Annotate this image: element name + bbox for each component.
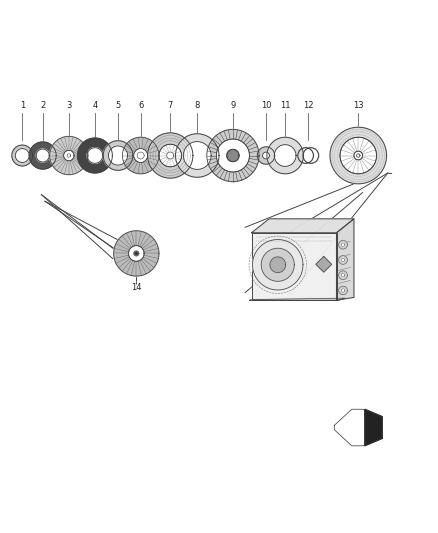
Polygon shape bbox=[339, 240, 347, 249]
Circle shape bbox=[134, 252, 138, 255]
Polygon shape bbox=[36, 149, 49, 162]
Text: 2: 2 bbox=[40, 101, 46, 110]
Polygon shape bbox=[109, 146, 127, 165]
Polygon shape bbox=[341, 243, 345, 246]
Polygon shape bbox=[261, 248, 294, 281]
Text: 1: 1 bbox=[20, 101, 25, 110]
Polygon shape bbox=[365, 409, 382, 446]
Circle shape bbox=[89, 149, 101, 161]
Polygon shape bbox=[216, 139, 250, 172]
Polygon shape bbox=[122, 137, 159, 174]
Polygon shape bbox=[207, 130, 259, 182]
Polygon shape bbox=[250, 298, 345, 300]
Polygon shape bbox=[252, 233, 336, 300]
Polygon shape bbox=[257, 147, 275, 164]
Polygon shape bbox=[159, 144, 182, 167]
Polygon shape bbox=[341, 289, 345, 292]
Polygon shape bbox=[274, 144, 296, 166]
Polygon shape bbox=[64, 150, 74, 161]
Polygon shape bbox=[216, 139, 250, 172]
Polygon shape bbox=[316, 256, 332, 272]
Polygon shape bbox=[15, 149, 29, 163]
Polygon shape bbox=[176, 134, 219, 177]
Polygon shape bbox=[339, 271, 347, 279]
Polygon shape bbox=[128, 246, 144, 261]
Polygon shape bbox=[341, 258, 345, 262]
Polygon shape bbox=[252, 219, 354, 233]
Polygon shape bbox=[167, 152, 174, 159]
Polygon shape bbox=[267, 137, 304, 174]
Polygon shape bbox=[340, 137, 377, 174]
Polygon shape bbox=[354, 151, 363, 160]
Text: 3: 3 bbox=[66, 101, 71, 110]
Polygon shape bbox=[134, 251, 139, 256]
Polygon shape bbox=[341, 273, 345, 277]
Polygon shape bbox=[87, 148, 103, 163]
Polygon shape bbox=[330, 127, 387, 184]
Polygon shape bbox=[354, 151, 363, 160]
Polygon shape bbox=[159, 144, 182, 167]
Text: 14: 14 bbox=[131, 283, 141, 292]
Polygon shape bbox=[148, 133, 193, 178]
Polygon shape bbox=[270, 257, 286, 272]
Polygon shape bbox=[128, 246, 144, 261]
Polygon shape bbox=[64, 150, 74, 161]
Polygon shape bbox=[134, 149, 148, 163]
Polygon shape bbox=[184, 142, 211, 169]
Text: 4: 4 bbox=[92, 101, 98, 110]
Polygon shape bbox=[227, 149, 239, 161]
Text: 9: 9 bbox=[230, 101, 236, 110]
Polygon shape bbox=[137, 152, 144, 159]
Polygon shape bbox=[103, 141, 133, 171]
Polygon shape bbox=[340, 137, 377, 174]
Polygon shape bbox=[78, 138, 113, 173]
Polygon shape bbox=[29, 142, 56, 169]
Polygon shape bbox=[67, 154, 71, 157]
Polygon shape bbox=[339, 286, 347, 295]
Polygon shape bbox=[262, 152, 269, 159]
Polygon shape bbox=[49, 136, 88, 175]
Polygon shape bbox=[253, 239, 303, 290]
Text: 8: 8 bbox=[194, 101, 200, 110]
Polygon shape bbox=[357, 154, 360, 157]
Polygon shape bbox=[227, 149, 239, 161]
Text: 13: 13 bbox=[353, 101, 364, 110]
Text: 7: 7 bbox=[168, 101, 173, 110]
Text: 12: 12 bbox=[303, 101, 314, 110]
Text: 5: 5 bbox=[115, 101, 120, 110]
Text: 6: 6 bbox=[138, 101, 143, 110]
Polygon shape bbox=[336, 219, 354, 300]
Text: 11: 11 bbox=[280, 101, 290, 110]
Polygon shape bbox=[339, 256, 347, 264]
Polygon shape bbox=[12, 145, 33, 166]
Text: 10: 10 bbox=[261, 101, 271, 110]
Polygon shape bbox=[134, 149, 148, 163]
Polygon shape bbox=[114, 231, 159, 276]
